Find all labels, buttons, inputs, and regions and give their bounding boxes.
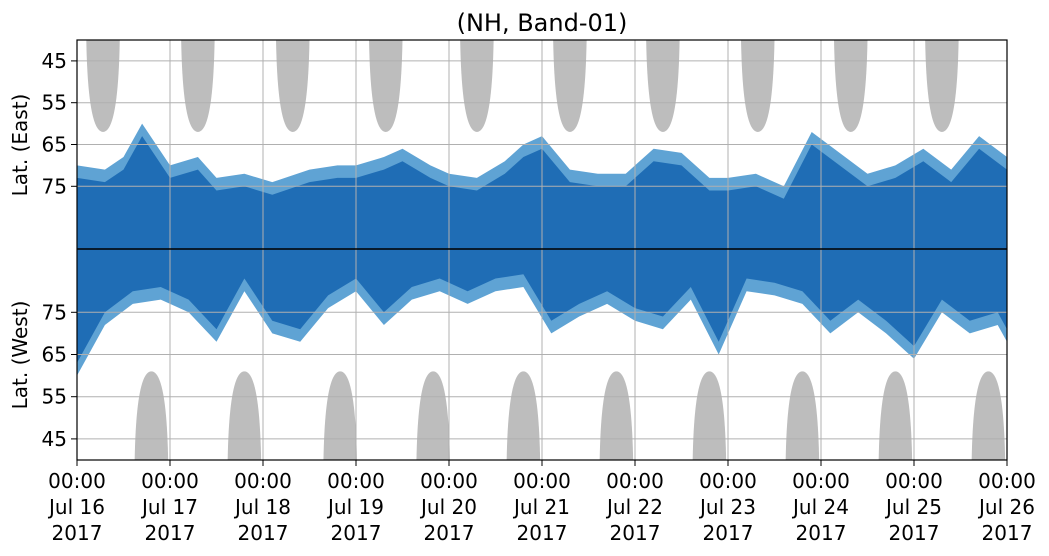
- x-tick-label: 2017: [145, 521, 196, 545]
- y-tick-label: 45: [42, 427, 67, 451]
- night-region-west: [227, 371, 262, 460]
- x-tick-label: 00:00: [699, 469, 757, 493]
- x-tick-label: 2017: [424, 521, 475, 545]
- night-region-west: [692, 371, 727, 460]
- x-tick-label: 00:00: [606, 469, 664, 493]
- x-tick-label: 2017: [238, 521, 289, 545]
- x-tick-label: 00:00: [234, 469, 292, 493]
- night-region-east: [86, 40, 120, 132]
- x-tick-label: Jul 26: [977, 495, 1035, 519]
- x-tick-label: 00:00: [885, 469, 943, 493]
- x-tick-label: 00:00: [792, 469, 850, 493]
- night-region-west: [506, 371, 541, 460]
- x-tick-label: Jul 22: [605, 495, 663, 519]
- night-region-east: [741, 40, 775, 132]
- x-tick-label: 00:00: [978, 469, 1036, 493]
- night-region-east: [646, 40, 680, 132]
- night-region-west: [878, 371, 913, 460]
- x-tick-label: Jul 21: [512, 495, 570, 519]
- y-axis-label-west: Lat. (West): [8, 301, 32, 410]
- x-tick-label: Jul 20: [419, 495, 477, 519]
- night-region-west: [971, 371, 1006, 460]
- y-tick-label: 65: [42, 343, 67, 367]
- night-region-west: [599, 371, 634, 460]
- y-tick-label: 75: [42, 174, 67, 198]
- x-tick-label: Jul 23: [698, 495, 756, 519]
- y-tick-label: 55: [42, 91, 67, 115]
- night-region-east: [925, 40, 959, 132]
- night-region-east: [276, 40, 310, 132]
- night-region-east: [460, 40, 494, 132]
- x-tick-label: 00:00: [327, 469, 385, 493]
- x-tick-label: 2017: [610, 521, 661, 545]
- x-tick-label: 2017: [331, 521, 382, 545]
- night-region-east: [369, 40, 403, 132]
- night-region-west: [134, 371, 169, 460]
- night-region-east: [834, 40, 868, 132]
- y-axis-label-east: Lat. (East): [8, 94, 32, 197]
- x-tick-label: 00:00: [141, 469, 199, 493]
- x-tick-label: Jul 18: [233, 495, 291, 519]
- x-tick-label: 2017: [52, 521, 103, 545]
- grid-lines: [77, 40, 1007, 460]
- x-tick-label: Jul 19: [326, 495, 384, 519]
- x-tick-label: Jul 25: [884, 495, 942, 519]
- x-tick-label: 00:00: [48, 469, 106, 493]
- night-region-west: [323, 371, 357, 460]
- x-tick-label: 00:00: [513, 469, 571, 493]
- x-tick-label: 2017: [703, 521, 754, 545]
- y-tick-label: 45: [42, 49, 67, 73]
- x-tick-label: 2017: [517, 521, 568, 545]
- y-tick-label: 55: [42, 385, 67, 409]
- night-region-west: [785, 371, 820, 460]
- y-tick-label: 65: [42, 133, 67, 157]
- night-region-east: [181, 40, 215, 132]
- y-axis: 45 55 65 75 75 65 55 45: [42, 49, 77, 451]
- x-tick-label: Jul 16: [47, 495, 105, 519]
- plot-area: [77, 40, 1049, 460]
- night-region-east: [1018, 40, 1049, 132]
- night-regions: [86, 40, 1049, 460]
- x-tick-label: 2017: [889, 521, 940, 545]
- x-tick-label: 00:00: [420, 469, 478, 493]
- x-tick-label: Jul 24: [791, 495, 849, 519]
- chart-title: (NH, Band-01): [457, 9, 628, 37]
- night-region-east: [553, 40, 587, 132]
- night-region-west: [416, 371, 450, 460]
- coverage-dense-west: [77, 249, 1007, 363]
- x-tick-label: 2017: [982, 521, 1033, 545]
- y-tick-label: 75: [42, 300, 67, 324]
- x-tick-label: Jul 17: [140, 495, 198, 519]
- x-tick-label: 2017: [796, 521, 847, 545]
